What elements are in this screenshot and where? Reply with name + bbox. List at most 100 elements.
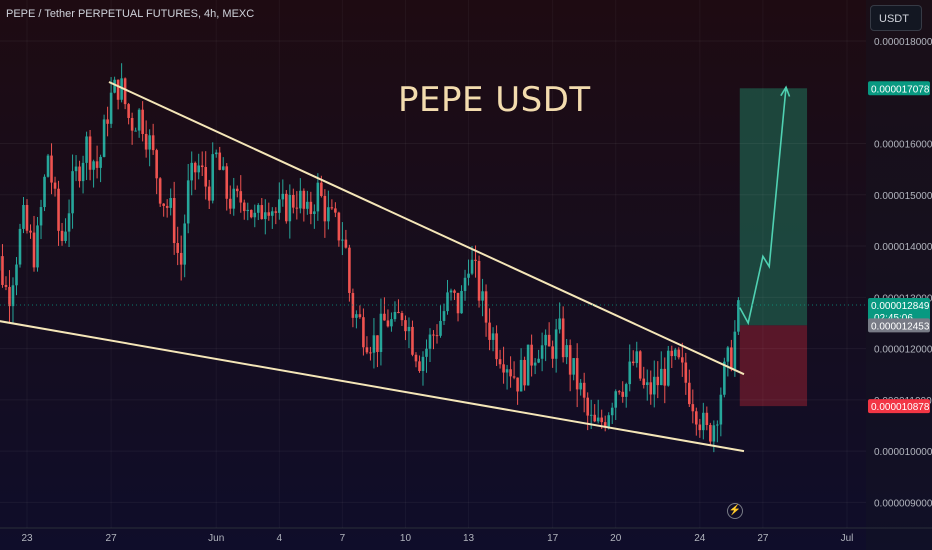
candle-body	[127, 104, 130, 118]
x-tick-label: 24	[694, 533, 706, 544]
candle-body	[635, 351, 639, 364]
candle-body	[603, 422, 607, 427]
candle-body	[4, 284, 8, 287]
candle-body	[155, 150, 158, 179]
candle-body	[165, 205, 169, 208]
candle-body	[158, 178, 162, 204]
upper-trendline	[108, 81, 745, 376]
candle-body	[228, 198, 232, 209]
candle-body	[446, 292, 449, 312]
candle-body	[299, 190, 302, 209]
candle-body	[113, 79, 116, 93]
candle-body	[334, 208, 337, 213]
candle-body	[666, 350, 670, 386]
candle-body	[470, 259, 474, 274]
candle-body	[449, 290, 453, 293]
candle-body	[610, 407, 614, 416]
candle-body	[92, 161, 95, 170]
candle-body	[323, 195, 327, 222]
candle-body	[488, 322, 491, 340]
candle-body	[50, 155, 53, 183]
y-tick-label: 0.000010000	[874, 447, 932, 458]
candle-body	[453, 290, 456, 293]
x-tick-label: 20	[610, 533, 622, 544]
price-label: 0.000010878	[871, 402, 930, 413]
candle-body	[726, 347, 730, 362]
candle-body	[530, 344, 533, 366]
candle-body	[285, 193, 288, 222]
candle-body	[695, 411, 698, 425]
candle-body	[327, 207, 330, 222]
candle-body	[512, 376, 516, 378]
candle-body	[102, 119, 106, 157]
price-label: 0.000017078	[871, 84, 930, 95]
candle-body	[214, 152, 218, 155]
target-zone	[739, 88, 808, 326]
candle-body	[698, 424, 702, 431]
x-tick-label: 10	[400, 533, 412, 544]
candle-body	[691, 404, 695, 412]
candle-body	[242, 202, 246, 212]
candle-body	[78, 166, 81, 182]
candle-body	[547, 334, 551, 347]
candle-body	[673, 349, 677, 357]
candle-body	[652, 376, 656, 395]
candle-body	[400, 313, 404, 321]
candle-body	[631, 361, 635, 364]
x-tick-label: Jun	[208, 533, 224, 544]
candle-body	[295, 207, 299, 209]
candle-body	[628, 361, 632, 385]
candle-body	[141, 109, 144, 134]
candle-body	[123, 78, 127, 105]
candle-body	[593, 414, 596, 422]
candle-body	[537, 358, 540, 363]
candle-body	[235, 188, 239, 192]
candle-body	[1, 256, 4, 285]
currency-button[interactable]: USDT	[870, 5, 922, 31]
x-tick-label: 13	[463, 533, 475, 544]
candle-body	[85, 136, 88, 163]
candle-body	[120, 78, 123, 100]
candle-body	[109, 92, 113, 124]
candle-body	[596, 417, 600, 422]
candle-body	[39, 207, 43, 226]
candle-body	[474, 259, 477, 261]
candle-body	[372, 335, 376, 353]
price-label-box	[868, 81, 930, 96]
candle-body	[306, 201, 309, 209]
candle-body	[638, 351, 642, 379]
candle-body	[99, 156, 102, 168]
candle-body	[22, 204, 25, 229]
candle-body	[723, 361, 726, 395]
candle-body	[32, 232, 36, 268]
candle-body	[565, 345, 568, 358]
lightning-icon[interactable]: ⚡	[727, 503, 743, 519]
candle-body	[516, 377, 519, 392]
x-tick-label: 7	[340, 533, 346, 544]
candle-body	[169, 197, 172, 208]
candle-body	[624, 384, 628, 397]
candle-body	[67, 213, 71, 232]
candle-body	[137, 109, 141, 131]
candle-body	[134, 130, 137, 132]
candle-body	[621, 391, 625, 397]
candle-body	[130, 117, 134, 131]
candle-body	[144, 133, 148, 150]
x-tick-label: Jul	[841, 533, 854, 544]
price-label-box	[868, 298, 930, 325]
y-tick-label: 0.000014000	[874, 242, 932, 253]
y-tick-label: 0.000009000	[874, 498, 932, 509]
candle-body	[526, 344, 530, 386]
candle-body	[719, 394, 723, 425]
candle-body	[309, 201, 313, 215]
candle-body	[8, 286, 11, 307]
candle-body	[677, 349, 681, 358]
candle-body	[197, 165, 201, 173]
candle-body	[540, 345, 544, 359]
candle-body	[267, 212, 271, 216]
candle-body	[46, 155, 50, 177]
candle-body	[688, 382, 691, 405]
candle-body	[386, 320, 390, 327]
price-label: 0.000012453	[871, 321, 930, 332]
